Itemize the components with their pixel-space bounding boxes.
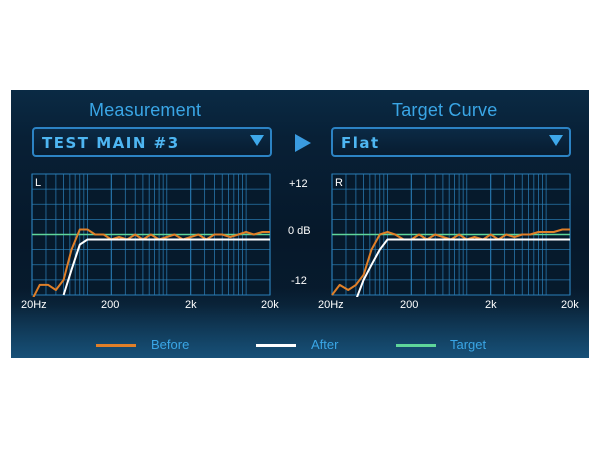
panel-glow [11,288,589,358]
channel-label: L [35,177,41,189]
x-tick-right-3: 20k [561,299,579,311]
chevron-down-icon[interactable] [250,135,264,146]
measurement-select[interactable]: TEST MAIN #3 [32,127,272,157]
channel-label: R [335,177,343,189]
series-after-line [62,238,270,296]
legend-target-swatch [396,344,436,347]
x-tick-right-1: 200 [400,299,419,311]
target-curve-title: Target Curve [392,100,498,120]
chevron-down-icon[interactable] [549,135,563,146]
right-frequency-response-chart: R [331,173,571,297]
legend-before-label: Before [151,337,190,352]
x-tick-right-0: 20Hz [318,299,344,311]
x-tick-left-0: 20Hz [21,299,47,311]
y-tick-top: +12 [289,178,308,190]
y-tick-mid: 0 dB [288,225,311,237]
left-frequency-response-chart: L [31,173,271,297]
target-curve-select-value: Flat [341,134,380,152]
room-correction-panel: Measurement Target Curve TEST MAIN #3 Fl… [11,90,589,358]
measurement-title: Measurement [89,100,202,120]
legend-target-label: Target [450,337,487,352]
x-tick-right-2: 2k [485,299,497,311]
x-tick-left-3: 20k [261,299,279,311]
y-tick-bottom: -12 [291,275,307,287]
x-tick-left-1: 200 [101,299,120,311]
x-tick-left-2: 2k [185,299,197,311]
legend-after-label: After [311,337,339,352]
target-curve-select[interactable]: Flat [331,127,571,157]
measurement-select-value: TEST MAIN #3 [42,134,180,152]
legend-after-swatch [256,344,296,347]
legend-before-swatch [96,344,136,347]
series-after-line [355,238,570,297]
series-before-line [32,228,270,297]
play-arrow-icon[interactable] [295,134,311,152]
